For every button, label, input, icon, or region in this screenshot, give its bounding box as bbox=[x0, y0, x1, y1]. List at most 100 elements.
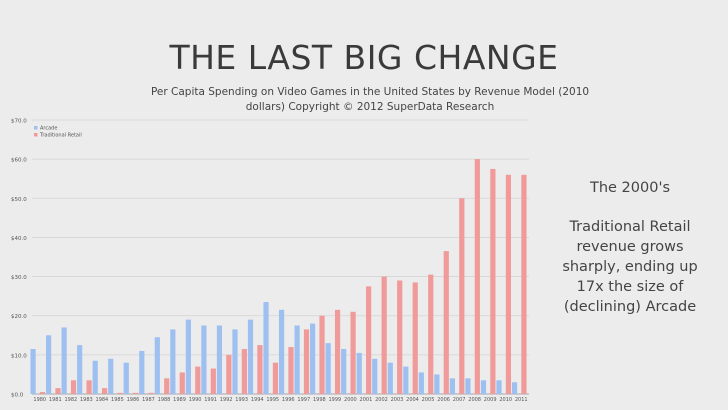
arcade-bar bbox=[372, 358, 378, 394]
arcade-bar bbox=[170, 329, 176, 394]
x-tick-label: 1990 bbox=[189, 397, 202, 403]
x-tick-label: 2003 bbox=[391, 397, 404, 403]
retail-bar bbox=[428, 274, 434, 394]
x-tick-label: 2002 bbox=[375, 397, 388, 403]
arcade-bar bbox=[139, 350, 145, 394]
retail-bar bbox=[288, 347, 294, 394]
x-tick-label: 1991 bbox=[204, 397, 217, 403]
x-tick-label: 1981 bbox=[49, 397, 62, 403]
retail-bar bbox=[210, 368, 216, 394]
x-tick-label: 1982 bbox=[64, 397, 77, 403]
retail-bar bbox=[241, 348, 247, 394]
legend-label: Arcade bbox=[40, 126, 57, 132]
slide-title: THE LAST BIG CHANGE bbox=[169, 38, 559, 77]
arcade-bar bbox=[434, 374, 440, 394]
arcade-bar bbox=[294, 325, 300, 394]
retail-bar bbox=[397, 280, 403, 394]
retail-bar bbox=[474, 159, 480, 394]
retail-bar bbox=[70, 380, 77, 394]
x-tick-label: 1998 bbox=[313, 397, 326, 403]
retail-bar bbox=[521, 174, 527, 394]
x-tick-label: 1985 bbox=[111, 397, 124, 403]
retail-bar bbox=[505, 174, 512, 394]
x-tick-label: 1984 bbox=[96, 397, 109, 403]
arcade-bar bbox=[356, 352, 362, 394]
x-tick-label: 1996 bbox=[282, 397, 295, 403]
x-tick-label: 1988 bbox=[158, 397, 171, 403]
x-tick-label: 2010 bbox=[499, 397, 512, 403]
y-tick-label: $30.0 bbox=[11, 275, 27, 281]
retail-bar bbox=[133, 392, 139, 394]
note-line: sharply, ending up bbox=[562, 259, 698, 275]
chart-subtitle: Per Capita Spending on Video Games in th… bbox=[150, 86, 590, 113]
x-tick-label: 1997 bbox=[297, 397, 310, 403]
arcade-bar bbox=[496, 380, 502, 394]
arcade-bar bbox=[263, 302, 269, 394]
legend-label: Traditional Retail bbox=[39, 133, 82, 139]
retail-bar bbox=[272, 362, 279, 394]
x-tick-label: 1993 bbox=[235, 397, 248, 403]
x-tick-label: 2000 bbox=[344, 397, 357, 403]
arcade-bar bbox=[387, 362, 393, 394]
arcade-bar bbox=[123, 362, 129, 394]
x-tick-label: 1980 bbox=[33, 397, 46, 403]
arcade-bar bbox=[418, 372, 424, 394]
x-tick-label: 2004 bbox=[406, 397, 419, 403]
legend-swatch bbox=[34, 126, 38, 130]
x-tick-label: 2007 bbox=[453, 397, 466, 403]
retail-bar bbox=[117, 392, 123, 394]
retail-bar bbox=[319, 315, 325, 394]
retail-bar bbox=[490, 168, 496, 394]
arcade-bar bbox=[403, 366, 409, 394]
y-tick-label: $50.0 bbox=[11, 197, 27, 203]
arcade-bar bbox=[154, 337, 160, 394]
x-tick-label: 2001 bbox=[360, 397, 373, 403]
y-tick-label: $20.0 bbox=[11, 314, 27, 320]
arcade-bar bbox=[185, 319, 191, 394]
arcade-bar bbox=[108, 358, 114, 394]
arcade-bar bbox=[480, 380, 487, 394]
x-tick-label: 2009 bbox=[484, 397, 497, 403]
retail-bar bbox=[101, 388, 108, 394]
retail-bar bbox=[443, 251, 449, 394]
arcade-bar bbox=[216, 325, 223, 394]
arcade-bar bbox=[341, 348, 347, 394]
arcade-bar bbox=[92, 360, 98, 394]
arcade-bar bbox=[449, 378, 456, 394]
arcade-bar bbox=[465, 378, 471, 394]
arcade-bar bbox=[232, 329, 238, 394]
x-tick-label: 1994 bbox=[251, 397, 264, 403]
x-tick-label: 1987 bbox=[142, 397, 155, 403]
arcade-bar bbox=[30, 348, 36, 394]
legend-swatch bbox=[34, 133, 38, 137]
x-tick-label: 1995 bbox=[266, 397, 279, 403]
arcade-bar bbox=[247, 319, 254, 394]
retail-bar bbox=[366, 286, 372, 394]
retail-bar bbox=[148, 392, 154, 394]
x-tick-label: 1983 bbox=[80, 397, 93, 403]
arcade-bar bbox=[201, 325, 207, 394]
x-tick-label: 1989 bbox=[173, 397, 186, 403]
arcade-bar bbox=[278, 309, 285, 394]
y-tick-label: $40.0 bbox=[11, 236, 27, 242]
arcade-bar bbox=[325, 343, 331, 394]
y-tick-label: $60.0 bbox=[11, 158, 27, 164]
note-line: revenue grows bbox=[576, 239, 684, 255]
arcade-bar bbox=[77, 345, 83, 394]
retail-bar bbox=[257, 345, 263, 394]
x-tick-label: 2011 bbox=[515, 397, 528, 403]
arcade-bar bbox=[61, 327, 67, 394]
retail-bar bbox=[381, 276, 387, 394]
retail-bar bbox=[164, 378, 170, 394]
retail-bar bbox=[55, 388, 61, 394]
note-line: (declining) Arcade bbox=[563, 299, 697, 315]
note-line: 17x the size of bbox=[576, 279, 684, 295]
arcade-bar bbox=[45, 335, 52, 394]
retail-bar bbox=[39, 392, 46, 394]
arcade-bar bbox=[511, 382, 518, 394]
retail-bar bbox=[86, 380, 92, 394]
x-tick-label: 2005 bbox=[422, 397, 435, 403]
x-tick-label: 1992 bbox=[220, 397, 233, 403]
x-tick-label: 2008 bbox=[468, 397, 481, 403]
